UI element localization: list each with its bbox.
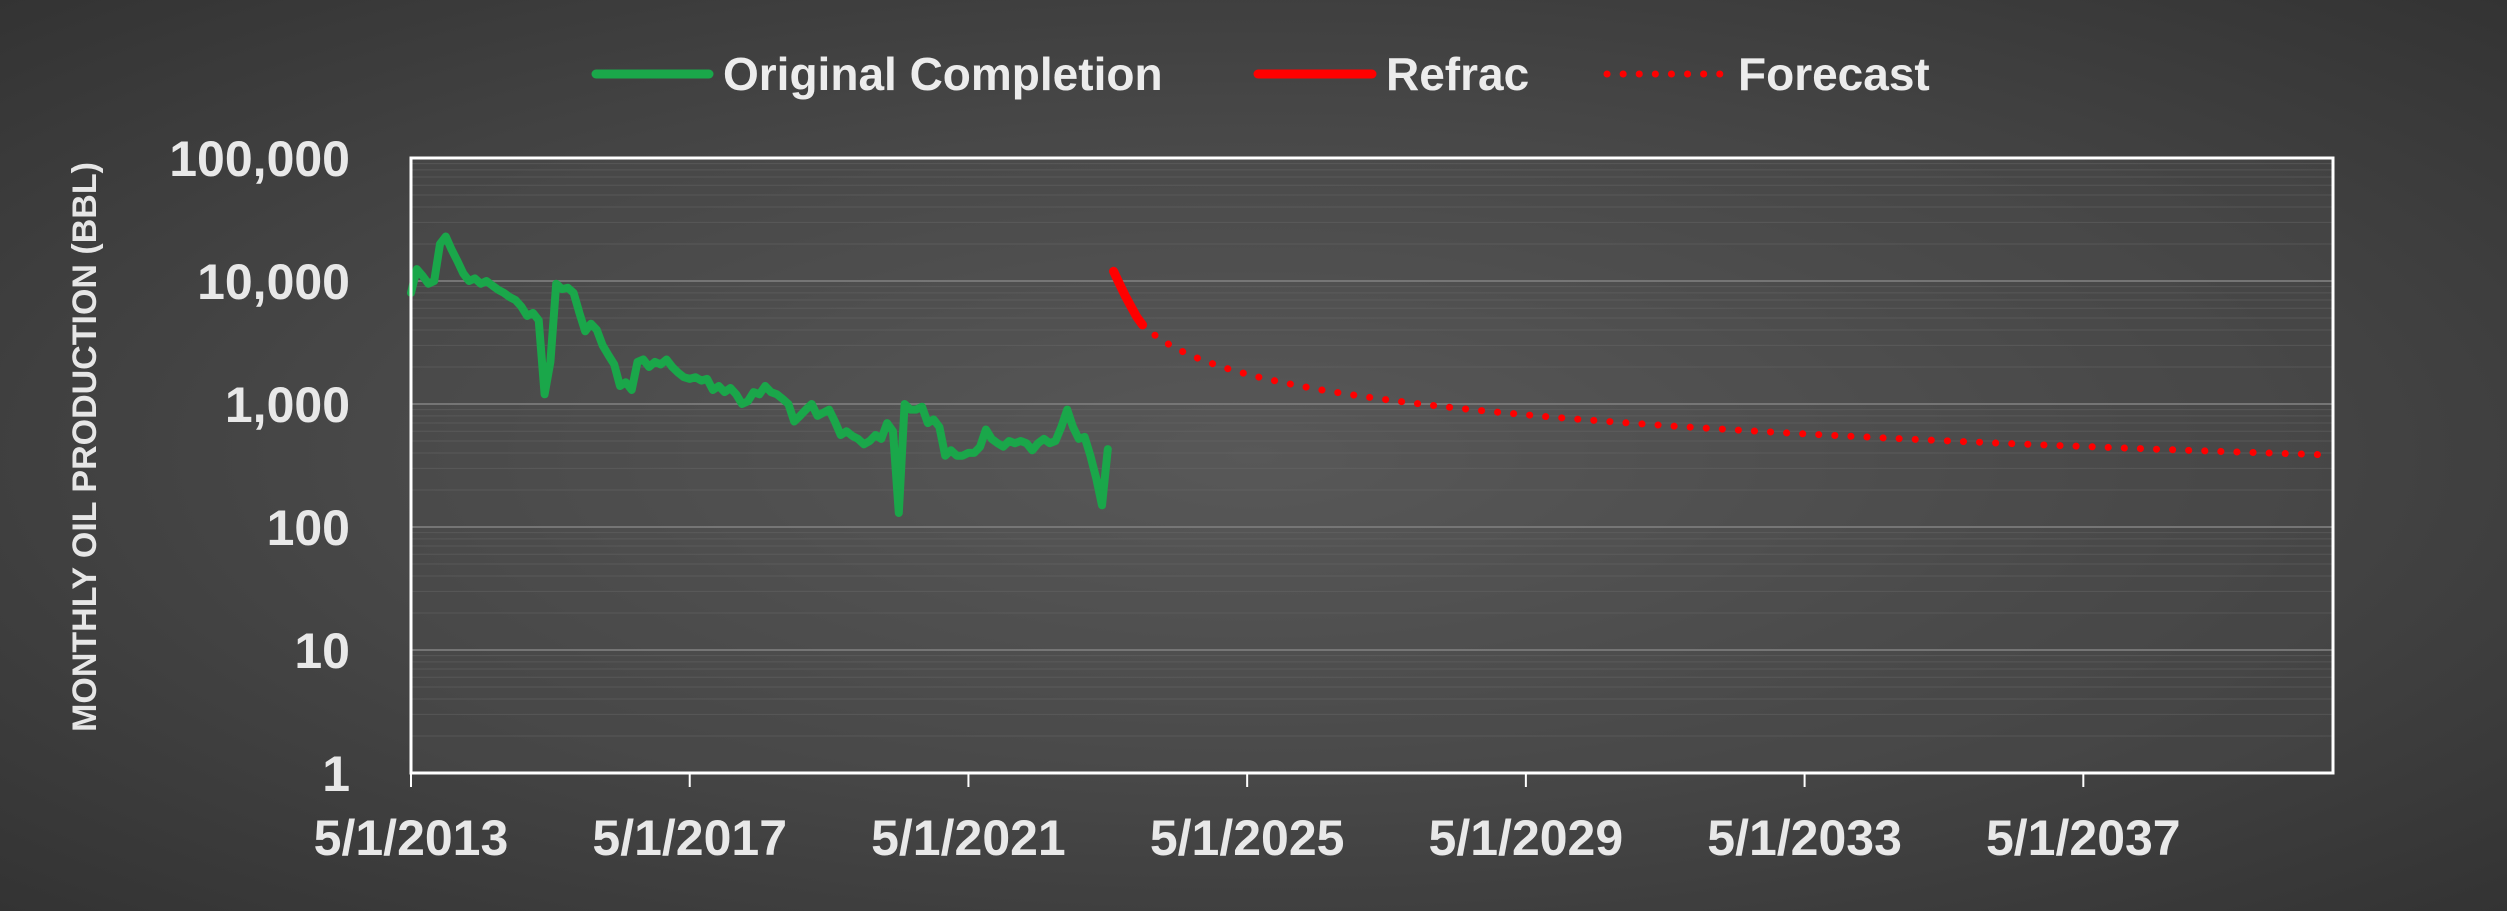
legend-label: Refrac [1386, 48, 1529, 100]
x-tick-label: 5/1/2033 [1707, 810, 1902, 866]
legend: Original Completion Refrac Forecast [591, 48, 1930, 100]
x-tick-label: 5/1/2021 [871, 810, 1066, 866]
y-tick-label: 10 [294, 623, 350, 679]
series-line-refrac [1109, 266, 1148, 330]
plot-border [409, 156, 2335, 775]
legend-label: Original Completion [723, 48, 1163, 100]
x-tick-label: 5/1/2025 [1150, 810, 1345, 866]
series-line-forecast [1139, 321, 2337, 459]
y-tick-label: 100 [267, 500, 350, 556]
legend-item-refrac: Refrac [1253, 48, 1529, 100]
y-tick-label: 10,000 [197, 254, 350, 310]
legend-item-forecast: Forecast [1603, 48, 1930, 100]
y-tick-label: 1 [322, 746, 350, 802]
x-axis: 5/1/2013 5/1/2017 5/1/2021 5/1/2025 5/1/2029… [314, 773, 2181, 866]
legend-label: Forecast [1738, 48, 1930, 100]
plot-area [411, 158, 2333, 773]
y-tick-label: 100,000 [169, 131, 350, 187]
x-tick-label: 5/1/2037 [1986, 810, 2181, 866]
x-tick-label: 5/1/2013 [314, 810, 509, 866]
x-tick-label: 5/1/2017 [592, 810, 787, 866]
x-tick-label: 5/1/2029 [1429, 810, 1624, 866]
y-axis-label: MONTHLY OIL PRODUCTION (BBL) [66, 162, 104, 732]
series-layer [407, 232, 2337, 517]
y-axis: 1 10 100 1,000 10,000 100,000 [169, 131, 350, 802]
series-line-original [407, 232, 1112, 517]
legend-item-original: Original Completion [591, 48, 1163, 100]
y-tick-label: 1,000 [225, 377, 350, 433]
